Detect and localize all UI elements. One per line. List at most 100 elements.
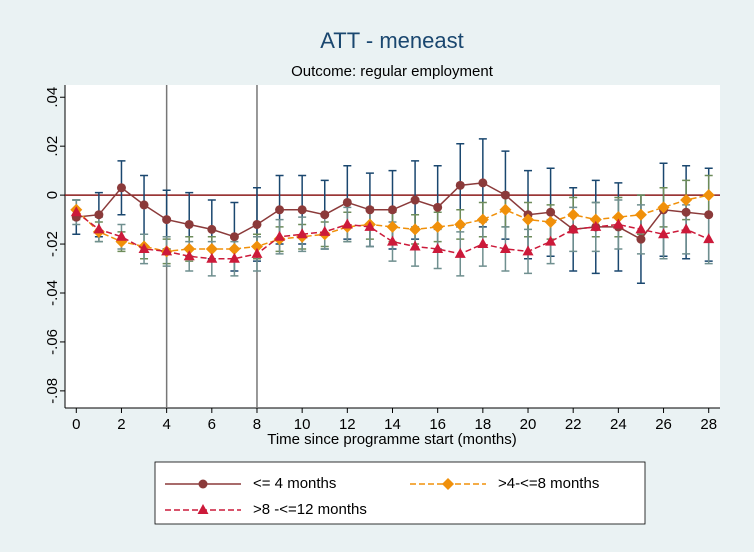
chart-title: ATT - meneast	[320, 28, 463, 53]
marker	[433, 202, 443, 212]
marker	[162, 215, 172, 225]
marker	[499, 242, 511, 253]
marker	[454, 218, 467, 231]
marker	[658, 228, 670, 239]
x-tick-label: 4	[162, 416, 170, 433]
marker	[93, 223, 105, 234]
x-tick-label: 18	[475, 416, 492, 433]
marker	[522, 245, 534, 256]
chart-subtitle: Outcome: regular employment	[291, 63, 494, 80]
marker	[70, 206, 82, 217]
marker	[319, 225, 331, 236]
legend-marker	[198, 479, 208, 489]
x-tick-label: 14	[384, 416, 401, 433]
marker	[297, 205, 307, 215]
x-tick-label: 10	[294, 416, 311, 433]
marker	[612, 211, 625, 224]
marker	[634, 208, 647, 221]
marker	[454, 247, 466, 258]
x-tick-label: 26	[655, 416, 672, 433]
marker	[680, 194, 693, 207]
marker	[704, 210, 714, 220]
marker	[680, 223, 692, 234]
marker	[206, 252, 218, 263]
marker	[94, 210, 104, 220]
x-tick-label: 0	[72, 416, 80, 433]
marker	[499, 203, 512, 216]
marker	[115, 230, 127, 241]
y-tick-label: -.06	[44, 329, 61, 355]
marker	[681, 207, 691, 217]
marker	[567, 223, 579, 234]
marker	[341, 218, 353, 229]
marker	[139, 200, 149, 210]
x-tick-label: 6	[208, 416, 216, 433]
marker	[657, 201, 670, 214]
x-tick-label: 16	[429, 416, 446, 433]
x-tick-label: 28	[700, 416, 717, 433]
marker	[589, 213, 602, 226]
marker	[478, 178, 488, 188]
marker	[387, 235, 398, 246]
marker	[612, 218, 624, 229]
y-tick-label: -.02	[44, 231, 61, 257]
marker	[477, 238, 489, 249]
marker	[205, 242, 218, 255]
marker	[228, 252, 240, 263]
y-tick-label: .04	[44, 87, 61, 108]
marker	[251, 247, 263, 258]
x-tick-label: 24	[610, 416, 627, 433]
marker	[116, 183, 126, 193]
legend-label: >4-<=8 months	[498, 475, 599, 492]
marker	[409, 223, 422, 236]
marker	[296, 228, 308, 239]
marker	[138, 242, 150, 253]
marker	[250, 240, 263, 253]
marker	[702, 189, 715, 202]
marker	[545, 235, 557, 246]
legend-marker	[442, 478, 454, 490]
marker	[522, 213, 535, 226]
marker	[364, 220, 376, 231]
x-tick-label: 20	[520, 416, 537, 433]
marker	[567, 208, 580, 221]
marker	[500, 190, 510, 200]
x-axis-label: Time since programme start (months)	[267, 431, 517, 448]
marker	[207, 224, 217, 234]
series-line	[75, 211, 710, 260]
marker	[183, 250, 195, 261]
marker	[432, 242, 444, 253]
marker	[544, 216, 557, 229]
marker	[410, 195, 420, 205]
series-line	[75, 194, 709, 253]
marker	[431, 220, 444, 233]
marker	[455, 180, 465, 190]
marker	[636, 234, 646, 244]
x-tick-label: 2	[117, 416, 125, 433]
marker	[229, 232, 239, 242]
legend-marker	[197, 504, 209, 514]
marker	[274, 230, 286, 241]
marker	[365, 205, 375, 215]
legend-label: <= 4 months	[253, 475, 336, 492]
marker	[252, 219, 262, 229]
marker	[386, 220, 399, 233]
legend-label: >8 -<=12 months	[253, 501, 367, 518]
marker	[183, 242, 196, 255]
marker	[342, 197, 352, 207]
marker	[590, 220, 602, 231]
marker	[275, 205, 285, 215]
x-tick-label: 12	[339, 416, 356, 433]
y-tick-label: -.08	[44, 378, 61, 404]
y-tick-label: .02	[44, 136, 61, 157]
y-tick-label: 0	[44, 191, 61, 199]
marker	[546, 207, 556, 217]
marker	[320, 210, 330, 220]
x-tick-label: 22	[565, 416, 582, 433]
marker	[184, 219, 194, 229]
marker	[703, 233, 715, 244]
y-tick-label: -.04	[44, 280, 61, 306]
marker	[409, 240, 421, 251]
x-tick-label: 8	[253, 416, 261, 433]
